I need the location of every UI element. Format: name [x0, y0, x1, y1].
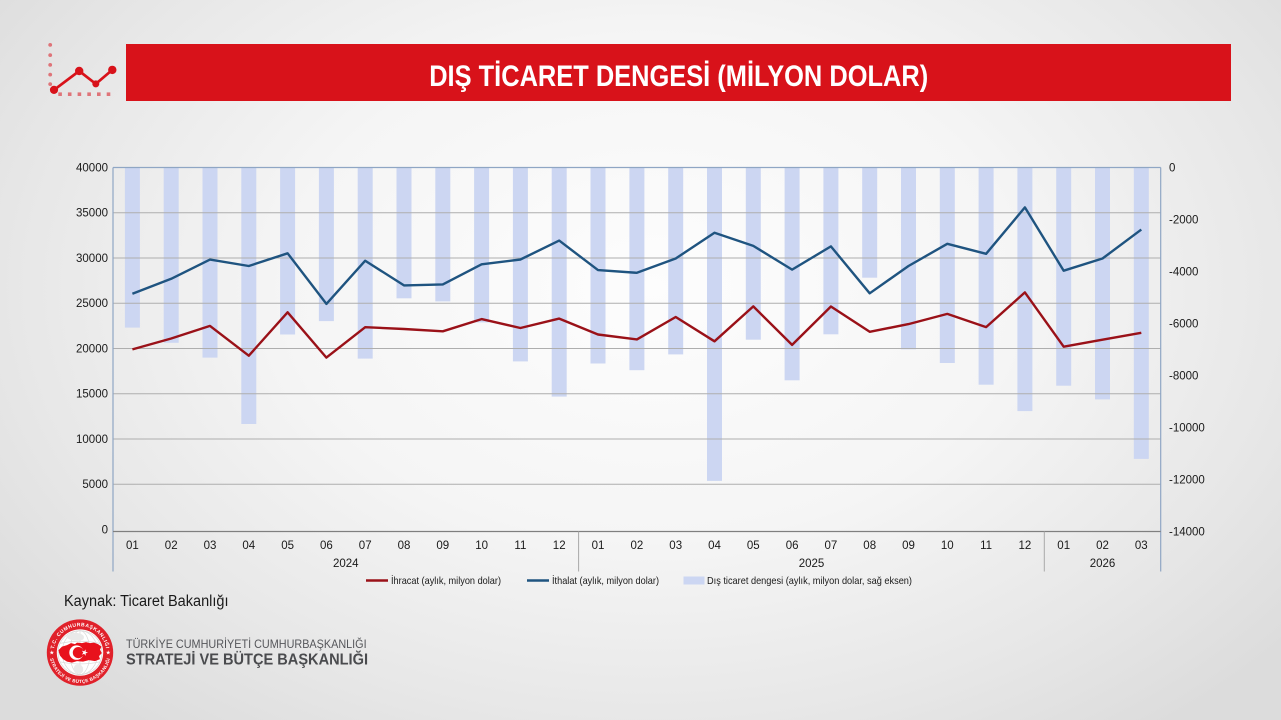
svg-text:35000: 35000 [76, 208, 108, 220]
svg-text:01: 01 [1057, 540, 1070, 552]
svg-text:DIŞ TİCARET DENGESİ (MİLYON DO: DIŞ TİCARET DENGESİ (MİLYON DOLAR) [429, 60, 928, 93]
svg-text:40000: 40000 [76, 162, 108, 174]
svg-text:2026: 2026 [1090, 558, 1116, 570]
svg-text:-8000: -8000 [1169, 370, 1198, 382]
svg-text:01: 01 [126, 540, 139, 552]
svg-text:5000: 5000 [82, 479, 108, 491]
svg-text:03: 03 [204, 540, 217, 552]
svg-text:STRATEJİ VE BÜTÇE BAŞKANLIĞI: STRATEJİ VE BÜTÇE BAŞKANLIĞI [126, 650, 368, 668]
svg-text:09: 09 [436, 540, 449, 552]
svg-text:Dış ticaret dengesi (aylık, mi: Dış ticaret dengesi (aylık, milyon dolar… [707, 575, 912, 587]
svg-text:15000: 15000 [76, 389, 108, 401]
svg-text:04: 04 [242, 540, 255, 552]
svg-text:10000: 10000 [76, 434, 108, 446]
svg-text:-14000: -14000 [1169, 526, 1205, 538]
svg-text:İhracat (aylık, milyon dolar): İhracat (aylık, milyon dolar) [391, 574, 501, 587]
svg-text:TÜRKİYE CUMHURİYETİ CUMHURBAŞK: TÜRKİYE CUMHURİYETİ CUMHURBAŞKANLIĞI [126, 636, 367, 651]
svg-text:25000: 25000 [76, 298, 108, 310]
svg-text:09: 09 [902, 540, 915, 552]
svg-text:Kaynak: Ticaret Bakanlığı: Kaynak: Ticaret Bakanlığı [64, 593, 229, 610]
svg-text:02: 02 [1096, 540, 1109, 552]
svg-text:0: 0 [1169, 162, 1175, 174]
svg-text:İthalat (aylık, milyon dolar): İthalat (aylık, milyon dolar) [552, 574, 659, 587]
svg-text:30000: 30000 [76, 253, 108, 265]
svg-text:06: 06 [320, 540, 333, 552]
svg-text:07: 07 [825, 540, 838, 552]
svg-text:-4000: -4000 [1169, 266, 1198, 278]
svg-text:05: 05 [281, 540, 294, 552]
svg-text:02: 02 [631, 540, 644, 552]
svg-text:03: 03 [669, 540, 682, 552]
svg-text:04: 04 [708, 540, 721, 552]
svg-text:06: 06 [786, 540, 799, 552]
svg-text:11: 11 [980, 540, 992, 552]
svg-text:11: 11 [514, 540, 526, 552]
svg-text:0: 0 [102, 524, 108, 536]
svg-text:-6000: -6000 [1169, 318, 1198, 330]
svg-text:03: 03 [1135, 540, 1148, 552]
svg-text:20000: 20000 [76, 343, 108, 355]
svg-text:2024: 2024 [333, 558, 359, 570]
svg-text:-12000: -12000 [1169, 474, 1205, 486]
svg-text:02: 02 [165, 540, 178, 552]
svg-text:-2000: -2000 [1169, 214, 1198, 226]
svg-text:08: 08 [398, 540, 411, 552]
svg-text:-10000: -10000 [1169, 422, 1205, 434]
svg-text:12: 12 [553, 540, 566, 552]
svg-text:08: 08 [863, 540, 876, 552]
svg-text:05: 05 [747, 540, 760, 552]
svg-text:12: 12 [1019, 540, 1032, 552]
svg-text:07: 07 [359, 540, 372, 552]
svg-text:01: 01 [592, 540, 605, 552]
svg-text:2025: 2025 [799, 558, 825, 570]
svg-text:10: 10 [475, 540, 488, 552]
svg-text:10: 10 [941, 540, 954, 552]
